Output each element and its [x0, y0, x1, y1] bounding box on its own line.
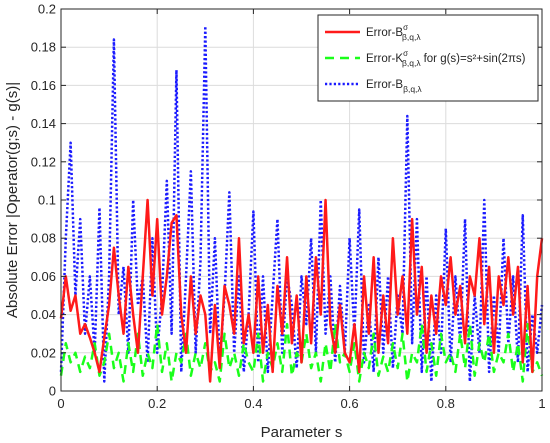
y-tick-label: 0.16	[31, 78, 56, 93]
legend-label: Error-Bβ,q,λ	[366, 79, 422, 94]
series-lines	[59, 24, 544, 383]
x-axis-title: Parameter s	[261, 424, 343, 441]
legend-label: Error-Kσ β,q,λ for g(s)=s²+sin(2πs)	[366, 49, 526, 68]
x-tick-label: 0.2	[148, 396, 166, 411]
y-tick-label: 0.04	[31, 307, 56, 322]
series-line-1	[59, 198, 544, 383]
y-tick-label: 0.14	[31, 116, 56, 131]
legend: Error-Bσ β,q,λ Error-Kσ β,q,λ for g(s)=s²+si…	[317, 14, 539, 102]
legend-label: Error-Bσ β,q,λ	[366, 23, 421, 42]
y-tick-label: 0.02	[31, 345, 56, 360]
y-tick-label: 0.06	[31, 269, 56, 284]
axis-ticks: 0 0.2 0.4 0.6 0.8 1 0 0.02 0.04 0.06 0.08 0.1 0.12 0.…	[31, 2, 546, 412]
legend-box	[317, 14, 539, 102]
x-tick-label: 0	[57, 396, 64, 411]
y-tick-label: 0.12	[31, 154, 56, 169]
y-axis-title: Absolute Error |Operator(g;s) - g(s)|	[4, 82, 21, 318]
y-tick-label: 0.1	[38, 193, 56, 208]
x-tick-label: 1	[538, 396, 545, 411]
x-tick-label: 0.8	[437, 396, 455, 411]
x-tick-label: 0.6	[341, 396, 359, 411]
y-tick-label: 0.08	[31, 231, 56, 246]
y-tick-label: 0.2	[38, 2, 56, 17]
y-tick-label: 0.18	[31, 40, 56, 55]
y-tick-label: 0	[49, 384, 56, 399]
x-tick-label: 0.4	[244, 396, 262, 411]
